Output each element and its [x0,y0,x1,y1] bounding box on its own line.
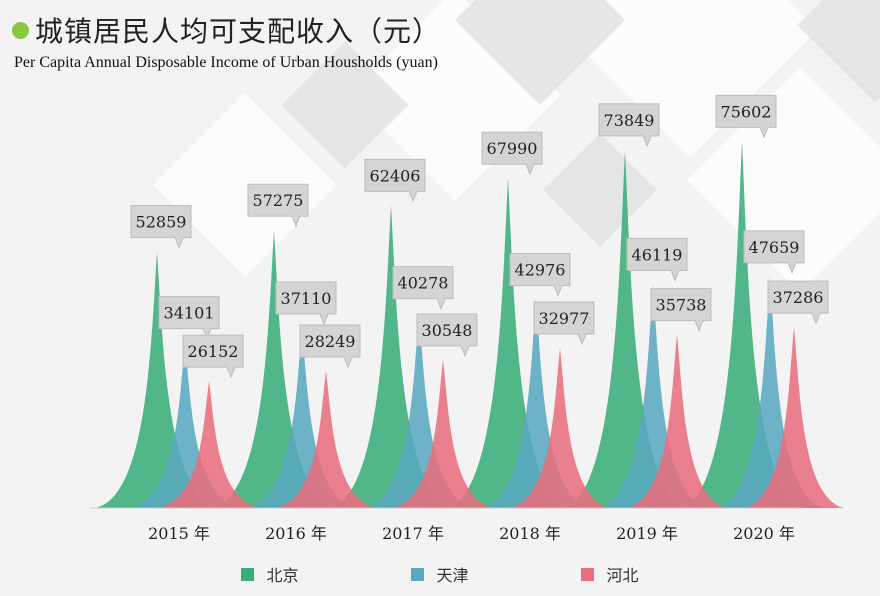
bullet-dot-icon [12,21,29,39]
callout-2-4: 35738 [650,288,712,333]
callout-2-1: 28249 [299,324,361,369]
callout-2-5: 37286 [767,280,829,325]
callout-box-0-0 [130,205,192,249]
peak-2-5 [744,327,844,508]
data-label-0-1: 57275 [253,191,304,210]
x-axis: 2015 年 2016 年 2017 年 2018 年 2019 年 2020 年 [90,507,802,543]
peak-2-3 [510,348,610,508]
title-row: 城镇居民人均可支配收入（元） [12,10,441,50]
x-tick-label-2: 2017 年 [382,524,444,543]
peak-1-4 [599,284,707,508]
x-tick-label-5: 2020 年 [733,524,795,543]
callout-0-1: 57275 [247,183,309,228]
x-tick-label-3: 2018 年 [499,524,561,543]
legend-item-0: 北京 [185,562,355,586]
callout-box-1-4 [626,237,688,282]
callout-box-0-3 [481,131,543,176]
data-label-1-2: 40278 [398,274,449,293]
callout-2-3: 32977 [533,301,595,346]
callout-1-4: 46119 [626,237,688,282]
callout-1-3: 42976 [509,253,571,297]
chart-title: 城镇居民人均可支配收入（元） [35,15,442,48]
legend-swatch-0 [241,567,255,581]
peak-0-3 [446,178,570,508]
peak-0-5 [680,141,804,508]
legend-label-1: 天津 [436,566,469,585]
legend-item-1: 天津 [355,562,525,586]
peak-2-0 [159,381,259,508]
callout-box-2-2 [416,313,478,358]
legend-label-0: 北京 [266,566,299,585]
data-label-1-3: 42976 [515,261,566,280]
callout-1-2: 40278 [392,266,454,310]
callout-box-1-3 [509,253,571,297]
x-tick-label-4: 2019 年 [616,524,678,543]
peak-2-1 [276,370,376,508]
peak-1-3 [482,299,590,508]
data-label-2-3: 32977 [539,309,590,328]
callout-box-1-5 [743,230,805,275]
callout-0-3: 67990 [481,131,543,176]
callout-box-2-1 [299,324,361,369]
callout-box-1-0 [158,296,220,340]
callout-box-2-0 [182,334,244,379]
data-label-0-3: 67990 [487,139,538,158]
legend-label-2: 河北 [606,566,639,585]
callout-box-2-5 [767,280,829,325]
callout-1-5: 47659 [743,230,805,275]
data-label-2-2: 30548 [422,321,473,340]
data-label-1-0: 34101 [164,304,215,323]
callout-2-2: 30548 [416,313,478,358]
callout-0-2: 62406 [364,158,426,203]
peak-1-2 [365,312,473,508]
peak-1-1 [248,328,356,508]
callout-box-0-2 [364,158,426,203]
callout-box-1-2 [392,266,454,310]
data-label-1-1: 37110 [281,289,332,308]
callouts-layer: 52859 57275 62406 67990 73849 75602 34101 37110… [130,94,829,379]
data-label-2-1: 28249 [305,332,356,351]
peak-1-0 [131,342,239,508]
data-label-2-4: 35738 [656,296,707,315]
callout-box-2-4 [650,288,712,333]
callout-2-0: 26152 [182,334,244,379]
chart-subtitle: Per Capita Annual Disposable Income of U… [14,54,438,71]
legend: 北京 天津 河北 [0,562,880,586]
callout-0-4: 73849 [598,103,660,148]
legend-item-2: 河北 [525,562,695,586]
callout-0-5: 75602 [715,94,777,139]
peak-1-5 [716,276,824,508]
callout-1-1: 37110 [275,281,337,326]
callout-box-0-5 [715,94,777,139]
callout-box-0-4 [598,103,660,148]
peak-0-0 [95,251,219,508]
data-label-2-0: 26152 [188,342,239,361]
x-tick-label-1: 2016 年 [265,524,327,543]
peak-0-1 [212,230,336,508]
peak-2-4 [627,334,727,508]
data-label-0-0: 52859 [136,213,187,232]
peak-0-4 [563,149,687,509]
data-label-1-4: 46119 [632,245,683,264]
callout-0-0: 52859 [130,205,192,249]
callout-box-2-3 [533,301,595,346]
data-label-1-5: 47659 [749,238,800,257]
x-tick-label-0: 2015 年 [148,524,210,543]
data-label-2-5: 37286 [773,288,824,307]
peak-2-2 [393,359,493,508]
data-label-0-4: 73849 [604,111,655,130]
peak-0-2 [329,205,453,508]
legend-swatch-2 [581,567,595,581]
data-label-0-5: 75602 [721,102,772,121]
callout-box-1-1 [275,281,337,326]
peaks-layer [95,141,844,509]
callout-box-0-1 [247,183,309,228]
legend-swatch-1 [411,567,425,581]
data-label-0-2: 62406 [370,166,421,185]
callout-1-0: 34101 [158,296,220,340]
